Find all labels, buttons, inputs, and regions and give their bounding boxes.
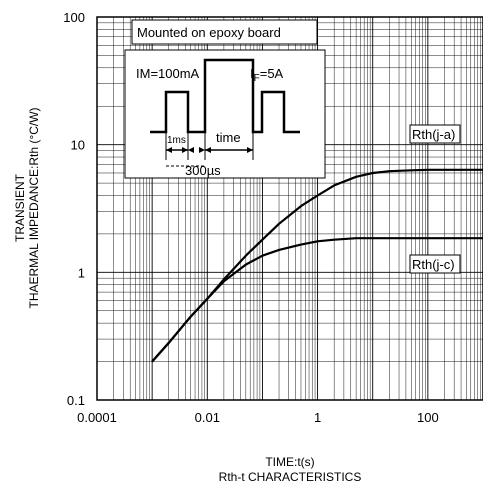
us-label: 300µs <box>185 163 221 178</box>
series-line-rth-jc <box>151 237 483 363</box>
series-label-rth-ja: Rth(j-a) <box>409 124 461 144</box>
x-tick-label: 1 <box>314 410 321 425</box>
chart-title: Rth-t CHARACTERISTICS <box>219 470 362 484</box>
board-note: Mounted on epoxy board <box>137 25 281 40</box>
inset-note: Mounted on epoxy board <box>131 19 318 45</box>
x-tick-label: 0.0001 <box>77 410 117 425</box>
y-tick-label: 0.1 <box>67 393 85 408</box>
x-axis-title: TIME:t(s) <box>265 455 314 469</box>
y-tick-label: 1 <box>78 265 85 280</box>
time-label: time <box>216 130 241 145</box>
pulse-diagram: IM=100mA IF=5A 1ms time 300µs <box>124 49 326 179</box>
series-label-rth-jc: Rth(j-c) <box>409 254 461 274</box>
y-tick-label: 100 <box>63 10 85 25</box>
tick-labels: 0.0001 0.01 1 100 0.1 1 10 100 <box>63 10 438 425</box>
x-tick-label: 100 <box>417 410 439 425</box>
series-label-rth-ja-text: Rth(j-a) <box>412 127 455 142</box>
plot-frame <box>96 16 483 401</box>
y-tick-label: 10 <box>71 138 85 153</box>
series-label-rth-jc-text: Rth(j-c) <box>412 257 455 272</box>
x-tick-label: 0.01 <box>195 410 220 425</box>
y-axis-title-line1: TRANSIENT <box>13 173 27 242</box>
im-label: IM=100mA <box>136 66 200 81</box>
ms-label: 1ms <box>167 135 186 146</box>
pulse-waveform <box>150 58 300 134</box>
y-axis-title-line2: THAERMAL IMPEDANCE:Rth (°C/W) <box>27 107 41 308</box>
curves <box>151 168 483 363</box>
